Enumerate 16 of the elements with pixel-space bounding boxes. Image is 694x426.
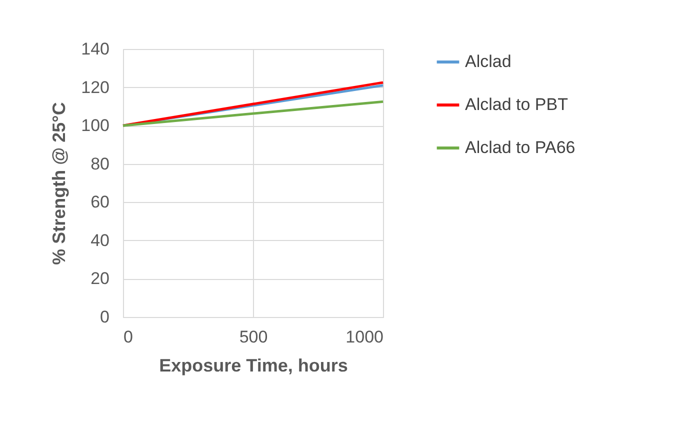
x-axis-title: Exposure Time, hours bbox=[159, 356, 348, 376]
x-tick-label: 1000 bbox=[346, 328, 384, 346]
y-axis-title: % Strength @ 25°C bbox=[49, 102, 70, 265]
y-tick-label: 140 bbox=[81, 40, 110, 58]
y-tick-label: 0 bbox=[100, 308, 110, 326]
y-tick-label: 20 bbox=[90, 269, 110, 288]
y-tick-label: 100 bbox=[81, 116, 110, 136]
legend-label: Alclad to PA66 bbox=[465, 138, 576, 157]
legend-label: Alclad bbox=[465, 52, 512, 71]
y-tick-label: 60 bbox=[90, 192, 110, 212]
y-tick-label: 80 bbox=[90, 154, 110, 174]
legend-label: Alclad to PBT bbox=[465, 95, 568, 114]
x-tick-label: 0 bbox=[124, 328, 133, 346]
x-tick-label: 500 bbox=[239, 328, 268, 346]
y-tick-label: 40 bbox=[90, 230, 110, 250]
y-tick-label: 120 bbox=[81, 78, 110, 97]
